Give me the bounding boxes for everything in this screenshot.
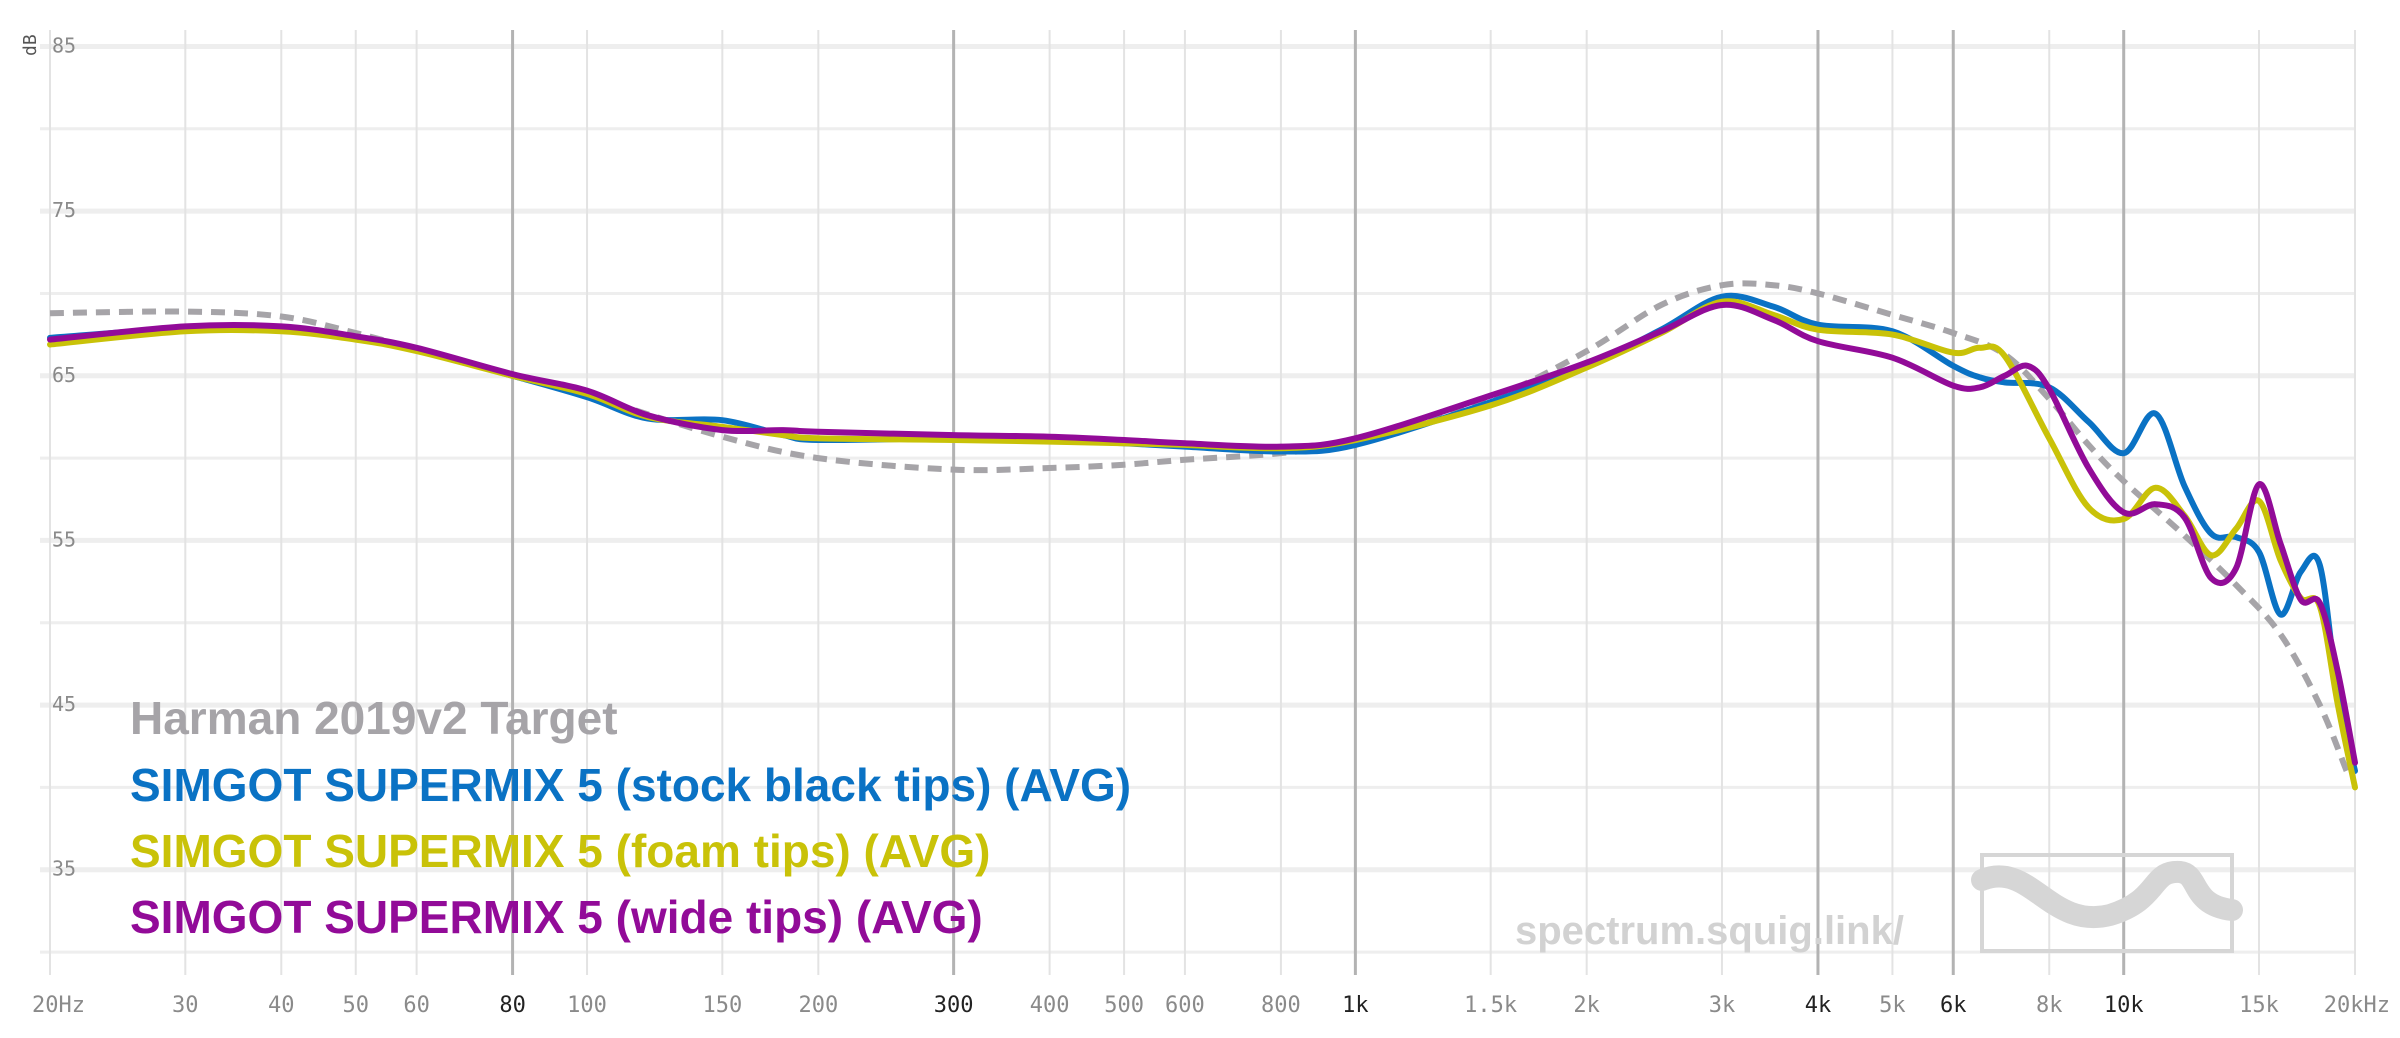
x-tick-label: 50 bbox=[343, 993, 370, 1018]
curves bbox=[47, 280, 2358, 791]
y-axis: dB 85 75 65 55 45 35 bbox=[20, 33, 76, 880]
x-axis: 20Hz 30 40 50 60 80 100 150 200 300 400 500 600 800 1k… bbox=[32, 993, 2390, 1018]
x-tick-label: 30 bbox=[172, 993, 199, 1018]
x-tick-label: 3k bbox=[1709, 993, 1736, 1018]
x-tick-label: 5k bbox=[1879, 993, 1906, 1018]
x-tick-label: 500 bbox=[1104, 993, 1144, 1018]
y-axis-unit-label: dB bbox=[20, 34, 41, 56]
legend-wide-tips[interactable]: SIMGOT SUPERMIX 5 (wide tips) (AVG) bbox=[130, 891, 983, 943]
x-tick-label: 400 bbox=[1030, 993, 1070, 1018]
legend: Harman 2019v2 Target SIMGOT SUPERMIX 5 (… bbox=[130, 692, 1131, 943]
x-tick-label: 1k bbox=[1342, 993, 1369, 1018]
y-tick-label: 55 bbox=[52, 527, 76, 551]
watermark-logo-icon bbox=[1971, 853, 2243, 953]
x-tick-label: 20Hz bbox=[32, 993, 85, 1018]
y-tick-label: 85 bbox=[52, 33, 76, 57]
vertical-gridlines bbox=[49, 30, 2356, 975]
x-tick-label: 2k bbox=[1573, 993, 1600, 1018]
y-tick-label: 35 bbox=[52, 857, 76, 881]
x-tick-label: 6k bbox=[1940, 993, 1967, 1018]
watermark: spectrum.squig.link/ bbox=[1515, 853, 2243, 953]
x-tick-label: 4k bbox=[1805, 993, 1832, 1018]
x-tick-label: 1.5k bbox=[1464, 993, 1517, 1018]
legend-stock-tips[interactable]: SIMGOT SUPERMIX 5 (stock black tips) (AV… bbox=[130, 759, 1131, 811]
x-tick-label: 10k bbox=[2104, 993, 2144, 1018]
curve-wide-tips bbox=[47, 301, 2358, 766]
x-tick-label: 80 bbox=[499, 993, 526, 1018]
x-tick-label: 150 bbox=[702, 993, 742, 1018]
x-tick-label: 60 bbox=[403, 993, 430, 1018]
x-tick-label: 15k bbox=[2239, 993, 2279, 1018]
horizontal-gridlines bbox=[40, 43, 2355, 954]
x-tick-label: 200 bbox=[798, 993, 838, 1018]
y-tick-label: 65 bbox=[52, 363, 76, 387]
x-tick-label: 800 bbox=[1261, 993, 1301, 1018]
x-tick-label: 40 bbox=[268, 993, 295, 1018]
y-tick-label: 45 bbox=[52, 692, 76, 716]
y-tick-label: 75 bbox=[52, 198, 76, 222]
watermark-text: spectrum.squig.link/ bbox=[1515, 909, 1904, 953]
x-tick-label: 300 bbox=[934, 993, 974, 1018]
legend-foam-tips[interactable]: SIMGOT SUPERMIX 5 (foam tips) (AVG) bbox=[130, 825, 990, 877]
x-tick-label: 600 bbox=[1165, 993, 1205, 1018]
x-tick-label: 8k bbox=[2036, 993, 2063, 1018]
x-tick-label: 20kHz bbox=[2324, 993, 2390, 1018]
legend-target[interactable]: Harman 2019v2 Target bbox=[130, 692, 618, 744]
x-tick-label: 100 bbox=[567, 993, 607, 1018]
